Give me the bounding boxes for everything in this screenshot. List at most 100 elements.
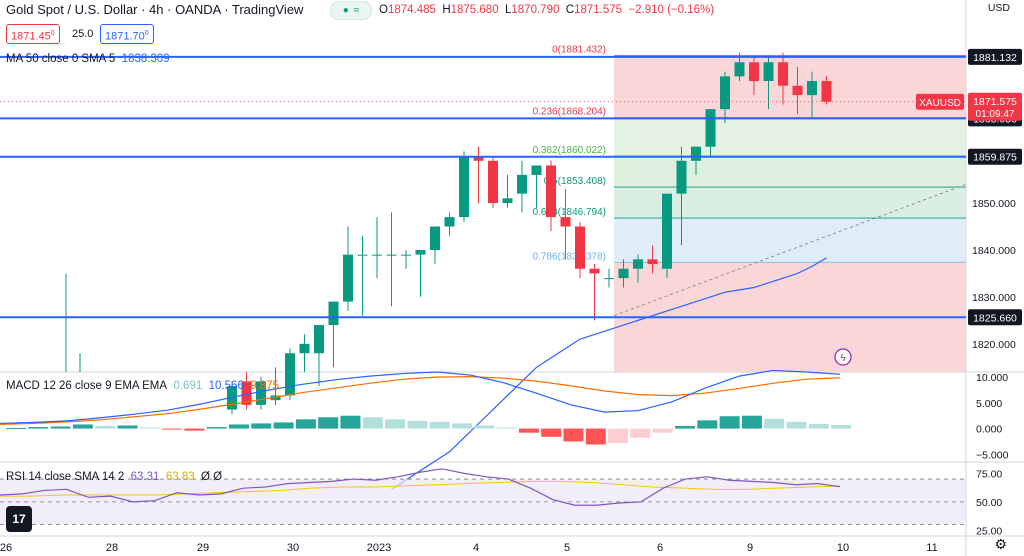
time-axis-tick: 2023 bbox=[367, 542, 391, 554]
candle-body bbox=[459, 156, 469, 218]
candle-body bbox=[546, 165, 556, 218]
current-price-label: 1871.575 bbox=[973, 96, 1017, 108]
gear-icon[interactable]: ⚙ bbox=[994, 536, 1007, 552]
candle-body bbox=[401, 254, 411, 256]
candle-body bbox=[415, 249, 426, 255]
macd-histogram-bar bbox=[162, 428, 183, 430]
candle-body bbox=[633, 259, 643, 269]
macd-signal-line bbox=[0, 376, 841, 426]
rsi-line bbox=[0, 468, 841, 506]
fib-zone bbox=[614, 218, 966, 263]
fib-zone bbox=[614, 156, 966, 188]
macd-histogram-bar bbox=[318, 417, 339, 429]
macd-histogram-bar bbox=[407, 420, 428, 429]
macd-histogram-bar bbox=[719, 416, 740, 429]
buy-button[interactable]: 1871.700 bbox=[100, 24, 154, 44]
price-axis-tick: 1840.000 bbox=[972, 245, 1016, 257]
rsi-ma-line bbox=[0, 480, 841, 497]
time-axis-tick: 9 bbox=[747, 542, 753, 554]
macd-histogram-bar bbox=[139, 427, 160, 429]
fib-zone bbox=[614, 187, 966, 219]
fib-level-label: 0.236(1868.204) bbox=[533, 107, 606, 118]
macd-histogram-bar bbox=[429, 421, 450, 429]
macd-histogram-bar bbox=[608, 428, 629, 443]
candle-body bbox=[488, 160, 498, 204]
market-open-dot-icon: ● bbox=[342, 5, 349, 16]
fib-zone bbox=[614, 117, 966, 157]
macd-legend[interactable]: MACD 12 26 close 9 EMA EMA 0.691 10.566 … bbox=[6, 380, 279, 392]
candle-body bbox=[256, 381, 266, 405]
candle-body bbox=[314, 325, 324, 354]
time-axis-tick: 5 bbox=[564, 542, 570, 554]
level-price-tag bbox=[968, 48, 1022, 65]
candle-body bbox=[647, 259, 658, 265]
candle-body bbox=[778, 62, 788, 86]
status-pill[interactable]: ● ≈ bbox=[330, 1, 372, 20]
macd-histogram-bar bbox=[474, 425, 495, 429]
tradingview-logo: 17 bbox=[6, 506, 32, 532]
candle-body bbox=[285, 353, 295, 396]
macd-histogram-bar bbox=[206, 427, 227, 429]
candle-body bbox=[386, 254, 397, 256]
macd-axis-tick: 5.000 bbox=[976, 398, 1002, 410]
macd-histogram-bar bbox=[95, 426, 116, 429]
fib-level-label: 0.382(1860.022) bbox=[533, 145, 606, 156]
candle-body bbox=[430, 226, 440, 250]
rsi-legend[interactable]: RSI 14 close SMA 14 2 63.31 63.83 Ø Ø bbox=[6, 471, 223, 483]
macd-histogram-bar bbox=[541, 428, 562, 437]
trend-line bbox=[613, 183, 967, 317]
symbol-label: XAUUSD bbox=[919, 98, 961, 109]
candle-body bbox=[807, 81, 817, 96]
current-price-tag bbox=[968, 92, 1022, 121]
candle-body bbox=[241, 381, 252, 405]
macd-histogram-bar bbox=[831, 425, 852, 429]
ma-legend[interactable]: MA 50 close 0 SMA 5 1838.309 bbox=[6, 53, 170, 65]
macd-histogram-bar bbox=[630, 428, 651, 438]
macd-histogram-bar bbox=[786, 421, 807, 429]
sell-button[interactable]: 1871.450 bbox=[6, 24, 60, 44]
macd-histogram-bar bbox=[385, 419, 406, 429]
lightning-icon bbox=[834, 348, 852, 366]
level-price-label: 1859.875 bbox=[973, 152, 1017, 164]
time-axis-tick: 10 bbox=[837, 542, 849, 554]
macd-histogram-bar bbox=[362, 417, 383, 429]
macd-histogram-bar bbox=[251, 423, 272, 429]
macd-histogram-bar bbox=[117, 425, 138, 429]
quantity-field[interactable]: 25.0 bbox=[72, 28, 94, 40]
macd-axis-tick: −5.000 bbox=[976, 449, 1009, 461]
currency-label[interactable]: USD bbox=[987, 2, 1010, 14]
macd-histogram-bar bbox=[585, 428, 606, 445]
candle-body bbox=[604, 278, 614, 280]
candle-body bbox=[270, 395, 281, 401]
candle-body bbox=[662, 193, 672, 269]
level-price-tag bbox=[968, 309, 1022, 326]
symbol-title[interactable]: Gold Spot / U.S. Dollar · 4h · OANDA · T… bbox=[6, 2, 304, 17]
fib-level-label: 0(1881.432) bbox=[552, 45, 606, 56]
candle-body bbox=[589, 268, 600, 274]
candle-body bbox=[473, 156, 484, 161]
price-axis-tick: 1830.000 bbox=[972, 292, 1016, 304]
countdown-label: 01:09:47 bbox=[976, 109, 1015, 120]
time-axis-tick: 29 bbox=[197, 542, 209, 554]
macd-axis-tick: 0.000 bbox=[976, 424, 1002, 436]
macd-histogram-bar bbox=[518, 428, 539, 433]
lightning-glyph: ϟ bbox=[840, 353, 846, 364]
macd-histogram-bar bbox=[652, 428, 673, 433]
level-price-label: 1881.132 bbox=[973, 52, 1017, 64]
rsi-axis-tick: 25.00 bbox=[976, 525, 1002, 537]
candle-body bbox=[691, 146, 701, 161]
macd-histogram-bar bbox=[229, 424, 249, 429]
candle-body bbox=[734, 62, 745, 77]
macd-histogram-bar bbox=[563, 428, 584, 442]
candle-body bbox=[676, 160, 687, 194]
candle-body bbox=[705, 109, 716, 147]
candle-body bbox=[749, 62, 759, 82]
candle-body bbox=[299, 343, 310, 354]
candle-body bbox=[531, 165, 542, 175]
candle-body bbox=[517, 174, 527, 194]
wave-icon: ≈ bbox=[353, 5, 360, 16]
fib-level-label: 0.618(1846.794) bbox=[533, 207, 606, 218]
macd-histogram-bar bbox=[340, 415, 361, 429]
macd-histogram-bar bbox=[741, 415, 762, 429]
